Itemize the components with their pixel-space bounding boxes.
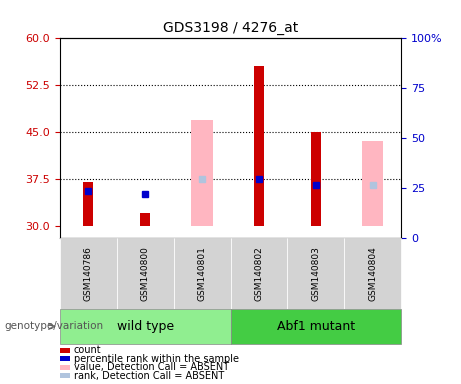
Bar (362, 141, 384, 225)
Text: Abf1 mutant: Abf1 mutant (277, 320, 355, 333)
Text: percentile rank within the sample: percentile rank within the sample (74, 354, 239, 364)
Bar (191, 119, 213, 225)
Text: GSM140802: GSM140802 (254, 246, 263, 301)
Text: wild type: wild type (117, 320, 174, 333)
Text: genotype/variation: genotype/variation (5, 321, 104, 331)
Text: GSM140804: GSM140804 (368, 246, 377, 301)
Text: value, Detection Call = ABSENT: value, Detection Call = ABSENT (74, 362, 229, 372)
Bar (140, 213, 150, 225)
Text: count: count (74, 345, 101, 355)
Bar (311, 132, 321, 225)
Text: GSM140800: GSM140800 (141, 246, 150, 301)
Text: GSM140803: GSM140803 (311, 246, 320, 301)
Text: rank, Detection Call = ABSENT: rank, Detection Call = ABSENT (74, 371, 224, 381)
Bar (254, 66, 264, 225)
Bar (83, 182, 94, 225)
Text: GSM140801: GSM140801 (198, 246, 207, 301)
Title: GDS3198 / 4276_at: GDS3198 / 4276_at (163, 21, 298, 35)
Text: GSM140786: GSM140786 (84, 246, 93, 301)
